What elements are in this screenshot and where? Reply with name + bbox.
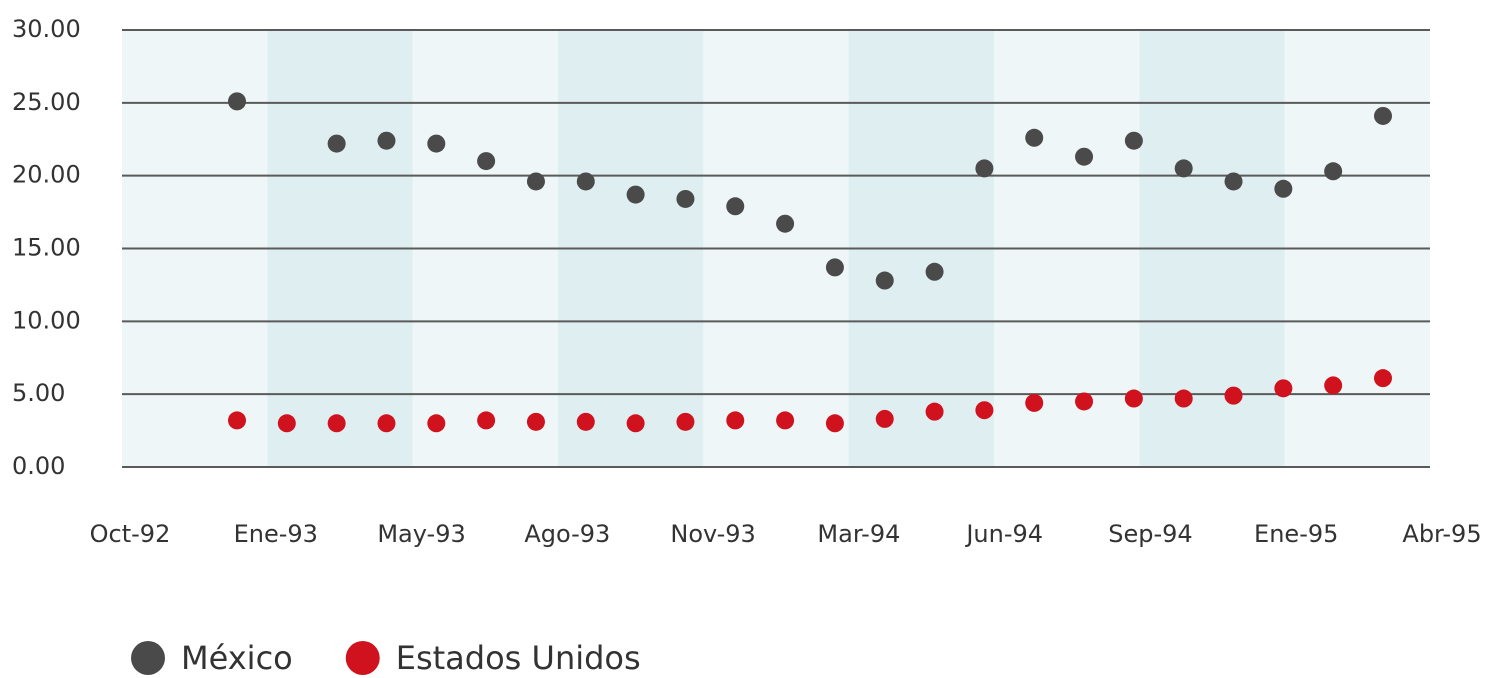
y-tick-label: 5.00 xyxy=(12,379,65,407)
data-point xyxy=(925,262,944,281)
y-tick-label: 25.00 xyxy=(12,88,81,116)
x-tick-label: Jun-94 xyxy=(964,520,1043,548)
x-tick-label: Sep-94 xyxy=(1108,520,1192,548)
data-point xyxy=(576,412,595,431)
x-tick-label: Mar-94 xyxy=(817,520,900,548)
x-tick-label: Ene-95 xyxy=(1254,520,1338,548)
data-point xyxy=(277,414,296,433)
data-point xyxy=(427,134,446,153)
data-point xyxy=(228,411,246,430)
data-point xyxy=(925,402,944,421)
data-point xyxy=(1174,389,1193,408)
x-tick-label: Ago-93 xyxy=(524,520,610,548)
data-point xyxy=(676,412,695,431)
data-point xyxy=(776,214,795,233)
data-point xyxy=(875,271,894,290)
y-tick-label: 10.00 xyxy=(12,306,81,334)
x-tick-label: Nov-93 xyxy=(670,520,755,548)
data-point xyxy=(1274,379,1293,398)
data-point xyxy=(825,258,844,277)
x-tick-label: Abr-95 xyxy=(1402,520,1481,548)
legend-label: Estados Unidos xyxy=(396,639,641,677)
data-point xyxy=(1124,131,1143,150)
data-point xyxy=(1124,389,1143,408)
x-tick-label: Ene-93 xyxy=(234,520,318,548)
data-point xyxy=(1374,106,1392,125)
data-point xyxy=(975,159,994,178)
y-tick-label: 20.00 xyxy=(12,161,81,189)
data-point xyxy=(626,414,645,433)
x-tick-label: May-93 xyxy=(377,520,465,548)
data-point xyxy=(526,172,545,191)
x-tick-label: Oct-92 xyxy=(90,520,171,548)
data-point xyxy=(676,189,695,208)
data-point xyxy=(377,131,396,150)
data-point xyxy=(975,401,994,420)
data-point xyxy=(1324,376,1343,395)
data-point xyxy=(1025,128,1044,147)
data-point xyxy=(327,414,346,433)
data-point xyxy=(1174,159,1193,178)
data-point xyxy=(477,411,496,430)
data-point xyxy=(427,414,446,433)
data-point xyxy=(1324,162,1343,181)
data-point xyxy=(1274,179,1293,198)
data-point xyxy=(1224,172,1243,191)
data-point xyxy=(327,134,346,153)
data-point xyxy=(576,172,595,191)
legend-swatch xyxy=(345,641,380,675)
data-point xyxy=(825,414,844,433)
data-point xyxy=(1075,147,1094,166)
data-point xyxy=(377,414,396,433)
data-point xyxy=(776,411,795,430)
data-point xyxy=(726,197,745,216)
data-point xyxy=(477,152,496,171)
data-point xyxy=(1075,392,1094,411)
data-point xyxy=(726,411,745,430)
data-point xyxy=(1025,393,1044,412)
data-point xyxy=(626,185,645,204)
data-point xyxy=(1224,386,1243,405)
legend-swatch xyxy=(131,641,165,675)
data-point xyxy=(526,412,545,431)
legend-label: México xyxy=(181,639,293,677)
data-point xyxy=(228,92,246,111)
y-tick-label: 15.00 xyxy=(12,234,81,262)
data-point xyxy=(1374,369,1392,388)
y-tick-label: 30.00 xyxy=(12,15,81,43)
data-point xyxy=(875,409,894,428)
y-tick-label: 0.00 xyxy=(12,452,65,480)
